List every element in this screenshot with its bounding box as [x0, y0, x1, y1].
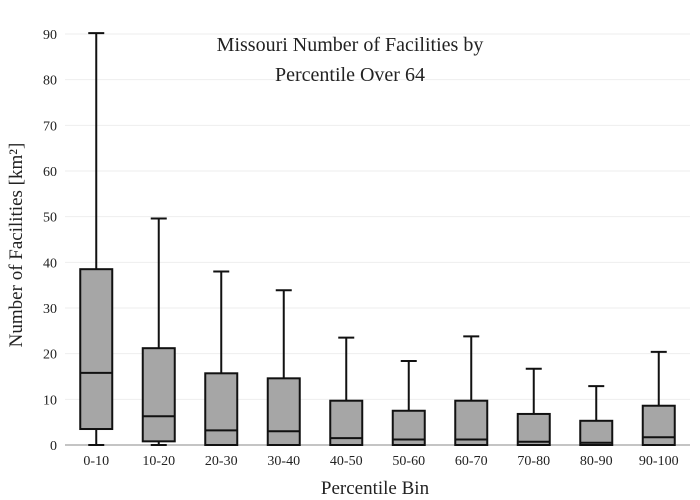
iqr-box [516, 412, 551, 446]
iqr-box [204, 372, 239, 447]
y-tick-label: 30 [43, 302, 57, 317]
x-tick-label: 90-100 [639, 454, 679, 469]
y-tick-label: 40 [43, 256, 57, 271]
x-tick-label: 40-50 [330, 454, 363, 469]
box-0-10 [79, 32, 114, 446]
iqr-box [79, 268, 114, 431]
x-tick-label: 70-80 [517, 454, 550, 469]
x-tick-label: 10-20 [142, 454, 175, 469]
box-30-40 [266, 289, 301, 446]
y-tick-label: 80 [43, 74, 57, 89]
iqr-box [454, 399, 489, 447]
y-axis-ticks: 0 10 20 30 40 50 60 70 80 90 [43, 28, 57, 454]
x-axis-ticks: 0-10 10-20 20-30 30-40 40-50 50-60 60-70 70-80 8… [83, 454, 678, 469]
iqr-box [266, 377, 301, 446]
y-tick-label: 20 [43, 348, 57, 363]
chart-title-line-2: Percentile Over 64 [275, 64, 425, 86]
x-tick-label: 80-90 [580, 454, 613, 469]
y-tick-label: 50 [43, 211, 57, 226]
x-tick-label: 20-30 [205, 454, 238, 469]
iqr-box [141, 347, 176, 443]
box-90-100 [641, 350, 676, 446]
y-tick-label: 60 [43, 165, 57, 180]
x-axis-title: Percentile Bin [321, 478, 430, 499]
x-tick-label: 30-40 [267, 454, 300, 469]
y-tick-label: 0 [50, 439, 57, 454]
y-tick-label: 90 [43, 28, 57, 43]
box-10-20 [141, 217, 176, 446]
y-tick-label: 10 [43, 393, 57, 408]
x-tick-label: 60-70 [455, 454, 488, 469]
box-80-90 [579, 385, 614, 446]
y-axis-title: Number of Facilities [km²] [6, 143, 27, 348]
box-20-30 [204, 270, 239, 447]
x-tick-label: 0-10 [83, 454, 109, 469]
y-tick-label: 70 [43, 119, 57, 134]
chart-title-line-1: Missouri Number of Facilities by [217, 34, 484, 56]
iqr-box [579, 419, 614, 446]
box-70-80 [516, 367, 551, 446]
iqr-box [641, 404, 676, 446]
box-50-60 [391, 359, 426, 446]
box-series [79, 32, 676, 447]
box-40-50 [329, 336, 364, 447]
box-60-70 [454, 335, 489, 447]
x-tick-label: 50-60 [392, 454, 425, 469]
